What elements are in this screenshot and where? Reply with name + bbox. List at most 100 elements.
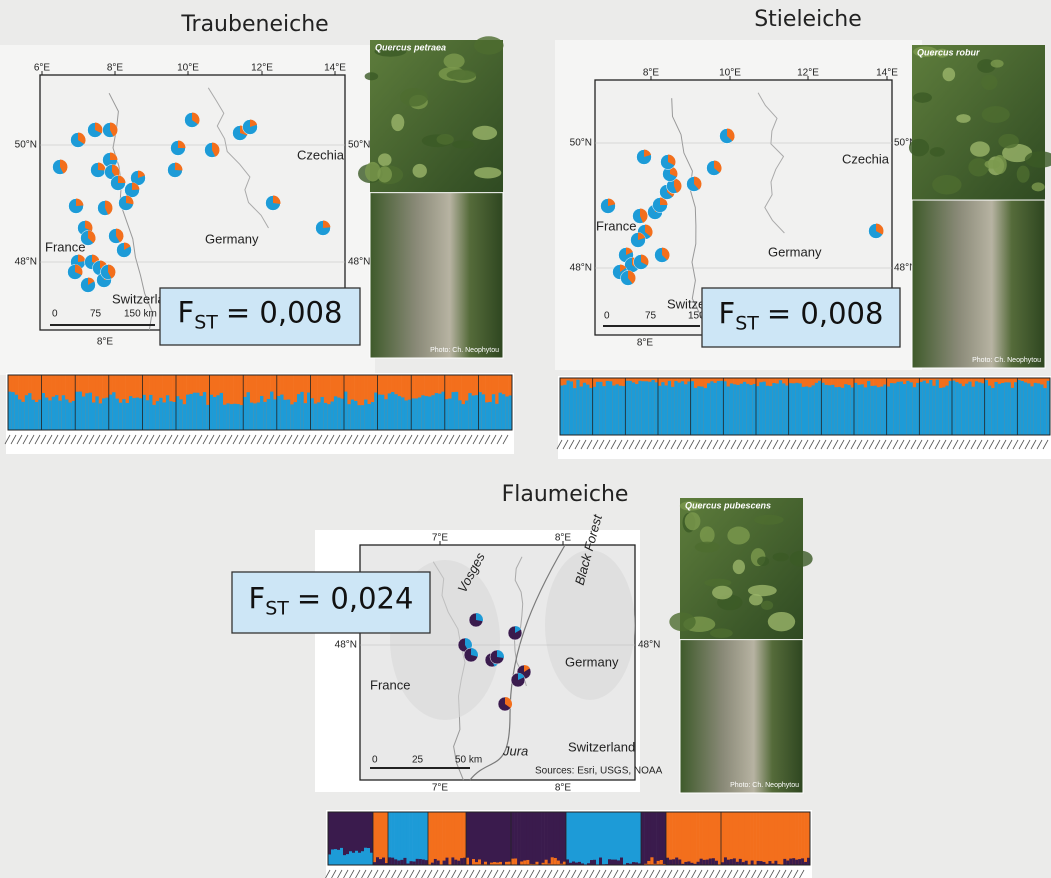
structure-bar	[657, 812, 660, 865]
structure-bar	[398, 396, 402, 430]
leaf	[727, 527, 749, 545]
structure-bar	[545, 812, 548, 865]
structure-bar	[801, 812, 804, 865]
lon-label: 14°E	[876, 68, 898, 79]
structure-bar	[440, 812, 443, 865]
structure-bar	[337, 850, 340, 865]
leaf	[700, 526, 715, 543]
structure-bar	[786, 812, 789, 865]
structure-bar	[352, 853, 355, 865]
structure-bar	[733, 812, 736, 865]
structure-bar	[89, 393, 93, 430]
structure-bar	[376, 812, 379, 865]
structure-bar	[757, 812, 760, 865]
structure-bar	[394, 812, 397, 865]
structure-bar	[75, 392, 79, 430]
structure-bar	[290, 404, 294, 430]
structure-bar	[469, 812, 472, 865]
lon-label: 6°E	[34, 63, 51, 74]
structure-bar	[410, 861, 413, 865]
fst-value: = 0,024	[297, 582, 414, 616]
photo-species: Quercus robur	[917, 47, 980, 57]
bottom-lon-label: 8°E	[555, 783, 572, 794]
structure-bar	[563, 385, 567, 435]
place-label: France	[45, 239, 85, 254]
structure-bar	[599, 858, 602, 865]
bottom-lon-label: 7°E	[432, 783, 449, 794]
structure-bar	[596, 812, 599, 865]
structure-bar	[437, 812, 440, 865]
structure-bar	[391, 858, 394, 865]
structure-bar	[611, 860, 614, 865]
structure-bar	[493, 812, 496, 865]
structure-bar	[454, 812, 457, 865]
structure-bar	[346, 854, 349, 865]
structure-bar	[478, 859, 481, 865]
structure-bar	[707, 383, 711, 435]
structure-bar	[391, 812, 394, 865]
structure-bar	[657, 861, 660, 865]
structure-bar	[1043, 388, 1047, 435]
structure-bar	[247, 392, 251, 430]
structure-bar	[972, 387, 976, 435]
structure-bar	[397, 812, 400, 865]
fst-subscript: ST	[194, 311, 218, 333]
structure-bar	[570, 381, 574, 435]
structure-bar	[300, 392, 304, 430]
lat-label: 50°N	[15, 140, 37, 151]
lon-label: 7°E	[432, 533, 449, 544]
place-label: Germany	[768, 244, 822, 259]
structure-bar	[795, 383, 799, 435]
leaf	[378, 153, 392, 166]
structure-bar	[887, 387, 891, 435]
leaf	[1017, 166, 1030, 183]
structure-bar	[780, 812, 783, 865]
structure-bar	[159, 398, 163, 430]
scale-label: 150 km	[124, 309, 157, 320]
structure-bar	[635, 384, 639, 435]
leaf	[985, 160, 1000, 169]
structure-bar	[675, 812, 678, 865]
structure-bar	[798, 812, 801, 865]
structure-bar	[593, 812, 596, 865]
structure-bar	[413, 861, 416, 865]
structure-bar	[580, 387, 584, 435]
leaf	[761, 601, 773, 610]
structure-bar	[759, 382, 763, 435]
structure-bar	[608, 859, 611, 865]
structure-bar	[102, 398, 106, 430]
structure-bar	[230, 404, 234, 430]
structure-bar	[488, 402, 492, 430]
structure-bar	[169, 401, 173, 430]
structure-bar	[511, 859, 514, 865]
lat-label: 48°N	[570, 263, 592, 274]
structure-bar	[85, 393, 89, 430]
structure-bar	[691, 381, 695, 435]
structure-bar	[156, 401, 160, 430]
structure-bar	[526, 812, 529, 865]
structure-bar	[454, 860, 457, 865]
structure-bar	[939, 388, 943, 435]
structure-bar	[388, 857, 391, 865]
structure-bar	[1004, 382, 1008, 435]
structure-bar	[457, 861, 460, 865]
structure-bar	[715, 861, 718, 865]
structure-bar	[575, 812, 578, 865]
structure-bar	[334, 396, 338, 430]
structure-bar	[789, 859, 792, 865]
structure-bar	[721, 812, 724, 865]
structure-bar	[434, 812, 437, 865]
structure-bar	[233, 404, 237, 430]
structure-bar	[733, 384, 737, 435]
structure-bar	[867, 381, 871, 435]
structure-bar	[400, 812, 403, 865]
structure-bar	[623, 812, 626, 865]
structure-bar	[684, 384, 688, 435]
structure-bar	[523, 812, 526, 865]
structure-bar	[828, 385, 832, 435]
structure-bar	[216, 395, 220, 430]
structure-bar	[68, 403, 72, 430]
structure-bar	[772, 383, 776, 435]
leaf	[757, 556, 769, 565]
structure-bar	[48, 400, 52, 430]
